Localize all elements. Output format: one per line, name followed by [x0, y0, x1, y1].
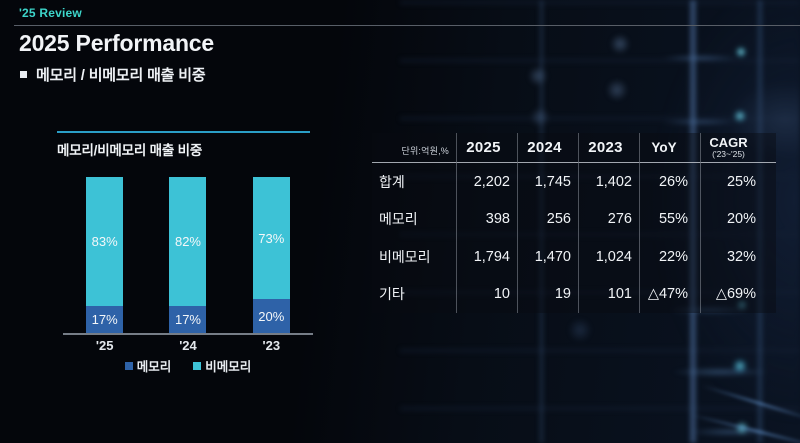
segment-non-memory: 82% — [169, 177, 207, 307]
table-value: 26% — [639, 163, 700, 201]
row-label: 비메모리 — [379, 248, 431, 265]
table-value: 19 — [517, 275, 578, 313]
table-value: 398 — [456, 200, 517, 238]
segment-non-memory: 73% — [252, 177, 290, 300]
section-eyebrow: '25 Review — [19, 6, 82, 20]
legend-swatch-icon — [193, 361, 202, 370]
column-header: 2023 — [578, 133, 639, 163]
table-value: 101 — [578, 275, 639, 313]
table-value: 276 — [578, 200, 639, 238]
column-header-main: CAGR — [709, 135, 748, 151]
page-title: 2025 Performance — [19, 30, 214, 56]
x-axis-line — [63, 333, 313, 335]
table-value: 32% — [700, 238, 776, 276]
table-value: 10 — [456, 275, 517, 313]
row-label: 메모리 — [379, 211, 418, 228]
chart-title: 메모리/비메모리 매출 비중 — [57, 143, 203, 158]
column-header: YoY — [639, 133, 700, 163]
table-value: △69% — [700, 275, 776, 313]
segment-memory: 17% — [169, 306, 207, 333]
table-value: 1,794 — [456, 238, 517, 276]
legend-label: 비메모리 — [205, 360, 252, 374]
table-value: 256 — [517, 200, 578, 238]
segment-memory: 17% — [86, 306, 124, 333]
table-value: 20% — [700, 200, 776, 238]
table-value: △47% — [639, 275, 700, 313]
table-value: 25% — [700, 163, 776, 201]
chart-accent-rule — [57, 131, 310, 133]
stacked-bar: 82% 17% — [169, 177, 207, 333]
table-value: 1,470 — [517, 238, 578, 276]
x-axis-labels: '25 '24 '23 — [63, 338, 313, 353]
row-label: 기타 — [379, 286, 405, 303]
table-value: 2,202 — [456, 163, 517, 201]
column-header-sub: ('23~'25) — [712, 148, 745, 159]
table-unit-label: 단위:억원,% — [372, 133, 456, 163]
column-header: CAGR ('23~'25) — [700, 133, 776, 163]
legend-label: 메모리 — [136, 360, 172, 374]
segment-memory: 20% — [252, 299, 290, 333]
x-axis-label: '24 — [179, 338, 197, 353]
table-value: 22% — [639, 238, 700, 276]
table-value: 1,745 — [517, 163, 578, 201]
column-header: 2025 — [456, 133, 517, 163]
bullet-row: 메모리 / 비메모리 매출 비중 — [20, 64, 206, 85]
legend-swatch-icon — [124, 361, 133, 370]
table-value: 55% — [639, 200, 700, 238]
stacked-bar: 73% 20% — [252, 177, 290, 333]
header-divider — [14, 25, 800, 26]
segment-non-memory: 83% — [86, 177, 124, 307]
legend-item: 메모리 — [124, 356, 172, 375]
legend-item: 비메모리 — [193, 356, 251, 375]
table-value: 1,024 — [578, 238, 639, 276]
stacked-bar: 83% 17% — [86, 177, 124, 333]
x-axis-label: '23 — [262, 338, 281, 353]
bar-plot: 83% 17% 82% 17% 73% 20% — [63, 177, 313, 333]
bullet-text: 메모리 / 비메모리 매출 비중 — [36, 67, 206, 84]
bullet-square-icon — [20, 71, 27, 78]
server-room-background — [400, 0, 800, 443]
data-table: 단위:억원,% 2025 2024 2023 YoY CAGR ('23~'25) 합계 2,2… — [372, 133, 776, 313]
table-value: 1,402 — [578, 163, 639, 201]
row-label: 합계 — [379, 173, 405, 190]
x-axis-label: '25 — [95, 338, 114, 353]
chart-legend: 메모리 비메모리 — [63, 356, 313, 375]
column-header: 2024 — [517, 133, 578, 163]
